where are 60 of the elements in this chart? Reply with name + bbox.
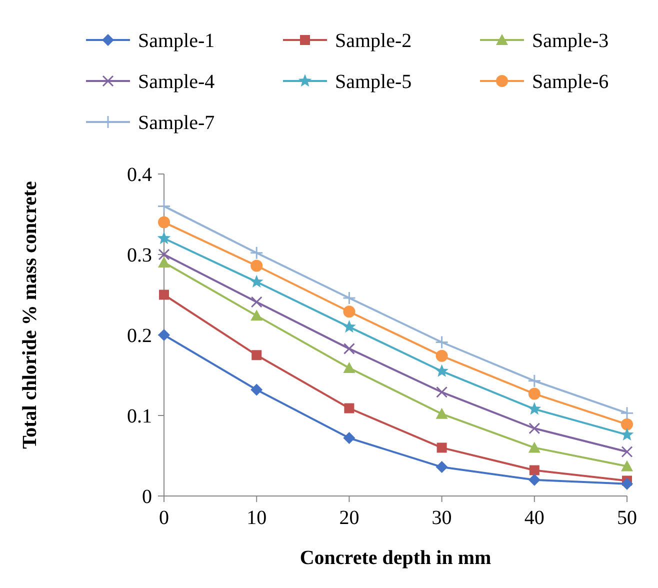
- point: [528, 388, 540, 400]
- point: [436, 408, 448, 419]
- legend-label: Sample-2: [335, 30, 412, 52]
- point: [158, 329, 170, 341]
- point: [621, 446, 633, 458]
- point: [436, 386, 448, 398]
- point: [343, 306, 356, 318]
- point: [528, 374, 542, 388]
- point: [436, 461, 448, 474]
- y-tick-label: 0: [142, 486, 152, 508]
- point: [621, 460, 633, 472]
- point: [435, 364, 448, 377]
- point: [529, 465, 540, 476]
- point: [252, 350, 262, 360]
- point: [250, 310, 263, 321]
- legend-label: Sample-1: [138, 30, 215, 52]
- point: [343, 362, 356, 374]
- y-axis-title: Total chloride % mass concrete: [19, 181, 41, 449]
- point: [342, 291, 356, 305]
- point: [620, 406, 634, 420]
- x-tick-label: 50: [617, 507, 637, 529]
- legend-label: Sample-6: [532, 71, 609, 93]
- x-tick-label: 20: [339, 507, 360, 529]
- point: [158, 216, 170, 228]
- point: [528, 442, 540, 453]
- point: [343, 432, 356, 444]
- point: [621, 478, 633, 490]
- point: [157, 199, 171, 213]
- legend-label: Sample-7: [138, 112, 215, 134]
- point: [158, 248, 170, 260]
- x-tick-label: 0: [159, 507, 169, 529]
- legend-label: Sample-5: [335, 71, 412, 93]
- point: [250, 260, 263, 272]
- point: [250, 296, 262, 308]
- point: [343, 342, 355, 354]
- y-tick-label: 0.2: [127, 325, 152, 347]
- legend-label: Sample-3: [532, 30, 609, 52]
- point: [436, 442, 447, 453]
- y-tick-label: 0.4: [127, 164, 152, 186]
- point: [528, 402, 542, 415]
- point: [158, 256, 170, 268]
- point: [159, 290, 169, 300]
- point: [436, 350, 448, 362]
- point: [621, 418, 633, 430]
- point: [528, 474, 540, 486]
- point: [342, 320, 356, 333]
- x-tick-label: 10: [246, 507, 267, 529]
- x-tick-label: 40: [524, 507, 544, 529]
- point: [250, 384, 263, 396]
- point: [344, 403, 354, 414]
- y-tick-label: 0.3: [127, 244, 152, 266]
- point: [250, 246, 264, 260]
- point: [435, 335, 449, 349]
- legend-label: Sample-4: [138, 71, 215, 93]
- x-axis-title: Concrete depth in mm: [300, 547, 492, 569]
- point: [528, 422, 540, 434]
- point: [250, 274, 264, 288]
- x-tick-label: 30: [432, 507, 452, 529]
- point: [157, 231, 171, 244]
- y-tick-label: 0.1: [127, 406, 152, 428]
